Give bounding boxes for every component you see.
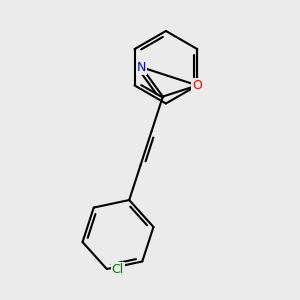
Text: Cl: Cl bbox=[112, 262, 124, 275]
Text: N: N bbox=[137, 61, 146, 74]
Text: O: O bbox=[192, 79, 202, 92]
